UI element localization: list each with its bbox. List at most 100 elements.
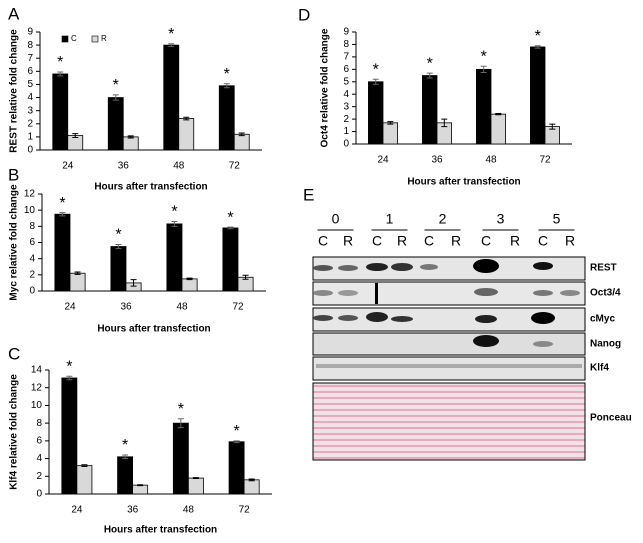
x-tick-label: 24 xyxy=(377,155,389,166)
lane-label: R xyxy=(451,233,461,249)
lane-label: C xyxy=(372,233,382,249)
x-tick-label: 36 xyxy=(431,155,443,166)
y-tick-label: 8 xyxy=(29,221,35,232)
panel-label: E xyxy=(303,185,314,204)
bar xyxy=(181,278,198,292)
error-bar xyxy=(183,116,190,121)
error-bar xyxy=(248,478,255,482)
annotation: * xyxy=(57,54,63,71)
timepoint-label: 5 xyxy=(553,211,561,227)
y-tick-label: 9 xyxy=(27,27,33,38)
error-bar xyxy=(122,454,129,460)
y-tick-label: 0 xyxy=(36,489,42,500)
annotation: * xyxy=(373,62,379,79)
lane-label: C xyxy=(538,233,548,249)
error-bar xyxy=(372,78,379,85)
error-bar xyxy=(495,113,502,116)
error-bar xyxy=(223,83,230,89)
y-tick-label: 8 xyxy=(27,40,33,51)
error-bar xyxy=(112,94,119,101)
y-tick-label: 3 xyxy=(27,105,33,116)
annotation: * xyxy=(113,77,119,94)
x-tick-label: 24 xyxy=(62,161,74,172)
y-tick-label: 2 xyxy=(29,269,35,280)
y-tick-label: 9 xyxy=(343,27,349,38)
row-label: Ponceau xyxy=(590,413,632,424)
lane-label: C xyxy=(481,233,491,249)
y-axis-title: REST relative fold change xyxy=(9,29,20,153)
blot-image xyxy=(312,256,586,461)
bar xyxy=(110,246,127,292)
annotation: * xyxy=(59,195,65,212)
y-tick-label: 1 xyxy=(27,132,33,143)
x-tick-label: 48 xyxy=(176,302,188,313)
error-bar xyxy=(59,212,66,217)
y-tick-label: 5 xyxy=(343,76,349,87)
x-tick-label: 48 xyxy=(173,161,185,172)
y-tick-label: 7 xyxy=(343,52,349,63)
error-bar xyxy=(66,375,73,381)
y-tick-label: 2 xyxy=(343,114,349,125)
error-bar xyxy=(238,132,245,137)
error-bar xyxy=(130,279,137,287)
y-tick-label: 6 xyxy=(36,435,42,446)
annotation: * xyxy=(171,204,177,221)
error-bar xyxy=(171,220,178,227)
timepoint-label: 0 xyxy=(332,211,340,227)
lane-label: C xyxy=(318,233,328,249)
y-tick-label: 4 xyxy=(27,92,33,103)
error-bar xyxy=(233,440,240,444)
y-tick-label: 4 xyxy=(36,453,42,464)
timepoint-label: 1 xyxy=(386,211,394,227)
error-bar xyxy=(186,277,193,281)
row-label: cMyc xyxy=(590,314,615,325)
bar xyxy=(61,377,78,495)
bar xyxy=(163,44,180,151)
x-axis-title: Hours after transfection xyxy=(104,525,217,536)
annotation: * xyxy=(535,28,541,45)
error-bar xyxy=(426,72,433,79)
error-bar xyxy=(480,65,487,73)
y-tick-label: 12 xyxy=(24,189,36,200)
y-tick-label: 0 xyxy=(27,145,33,156)
error-bar xyxy=(441,118,448,128)
y-tick-label: 0 xyxy=(343,139,349,150)
annotation: * xyxy=(178,401,184,418)
y-tick-label: 3 xyxy=(343,101,349,112)
y-tick-label: 1 xyxy=(343,126,349,137)
y-tick-label: 2 xyxy=(36,471,42,482)
bar xyxy=(76,465,93,495)
row-label: REST xyxy=(590,263,617,274)
bar xyxy=(368,81,384,145)
bar xyxy=(422,75,438,145)
legend-label: R xyxy=(101,34,107,43)
lane-label: R xyxy=(565,233,575,249)
bar xyxy=(107,97,124,151)
error-bar xyxy=(387,121,394,125)
error-bar xyxy=(115,244,122,250)
y-tick-label: 6 xyxy=(27,66,33,77)
bar xyxy=(490,113,506,145)
bar xyxy=(122,136,139,151)
bar xyxy=(530,46,546,145)
error-bar xyxy=(74,271,81,275)
annotation: * xyxy=(227,209,233,226)
x-tick-label: 24 xyxy=(71,505,83,516)
panel-label: D xyxy=(298,5,310,24)
legend-swatch xyxy=(61,35,69,43)
x-tick-label: 72 xyxy=(232,302,244,313)
y-tick-label: 7 xyxy=(27,53,33,64)
error-bar xyxy=(81,464,88,468)
y-tick-label: 6 xyxy=(29,237,35,248)
x-tick-label: 72 xyxy=(239,505,251,516)
error-bar xyxy=(534,45,541,49)
bar xyxy=(382,122,398,145)
bar xyxy=(243,479,260,495)
x-tick-label: 36 xyxy=(127,505,139,516)
timepoint-label: 3 xyxy=(497,211,505,227)
panel-label: A xyxy=(8,4,20,23)
error-bar xyxy=(227,226,234,230)
y-tick-label: 2 xyxy=(27,118,33,129)
bar xyxy=(52,73,69,151)
bar xyxy=(172,422,189,495)
